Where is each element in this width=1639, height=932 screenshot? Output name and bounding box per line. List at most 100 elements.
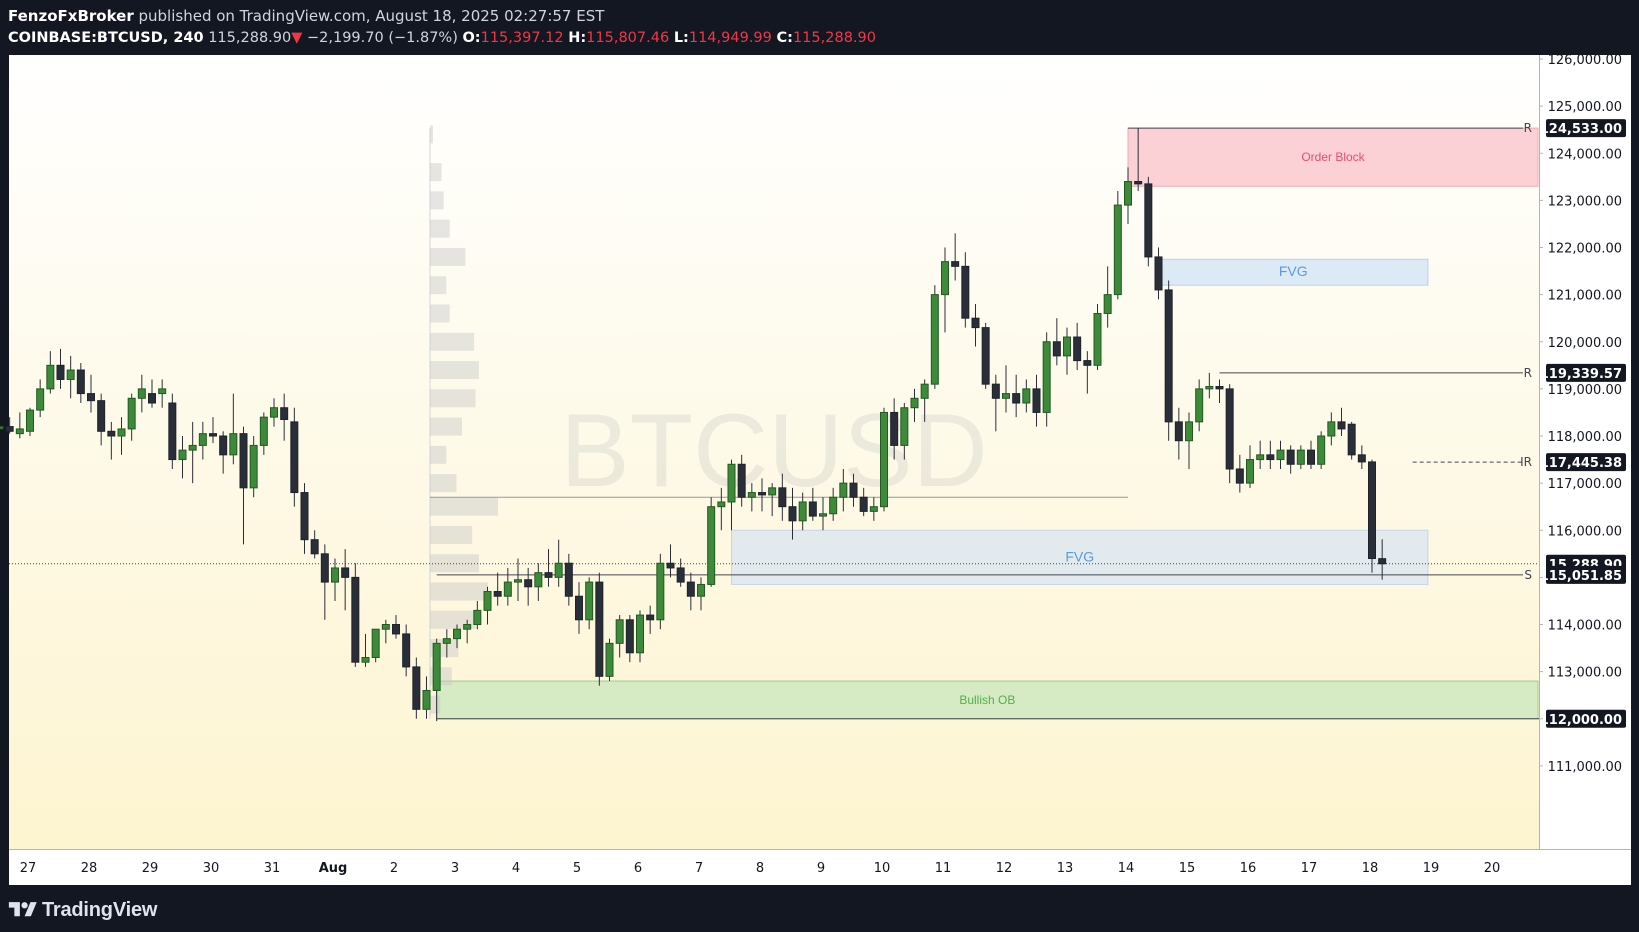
symbol-label[interactable]: COINBASE:BTCUSD, 240 <box>8 30 204 46</box>
volume-profile-bar[interactable] <box>430 389 476 408</box>
candle[interactable] <box>1032 374 1041 427</box>
candle[interactable] <box>808 487 817 521</box>
candle[interactable] <box>1063 327 1071 375</box>
candle[interactable] <box>219 431 228 474</box>
candle[interactable] <box>442 629 451 658</box>
candle[interactable] <box>371 628 380 663</box>
volume-profile-bar[interactable] <box>430 191 444 210</box>
candle[interactable] <box>310 530 319 559</box>
candle[interactable] <box>1083 351 1092 394</box>
candle[interactable] <box>249 436 258 498</box>
candle[interactable] <box>1042 332 1051 427</box>
zone-box[interactable] <box>1158 258 1429 286</box>
candle[interactable] <box>910 388 919 422</box>
candle[interactable] <box>1225 384 1234 484</box>
candle[interactable] <box>666 544 675 578</box>
candle[interactable] <box>76 362 85 404</box>
candle[interactable] <box>615 615 624 658</box>
candle[interactable] <box>1205 372 1214 399</box>
volume-profile-bar[interactable] <box>430 525 473 544</box>
candle[interactable] <box>941 247 949 333</box>
candle[interactable] <box>747 483 756 512</box>
candle[interactable] <box>5 417 14 434</box>
candle[interactable] <box>1327 412 1336 446</box>
candle[interactable] <box>605 638 614 682</box>
candle[interactable] <box>46 351 55 394</box>
candle[interactable] <box>341 549 350 611</box>
candle[interactable] <box>564 553 573 606</box>
candle[interactable] <box>1124 167 1132 224</box>
candle[interactable] <box>890 398 899 460</box>
candle[interactable] <box>585 577 594 630</box>
candle[interactable] <box>758 478 766 512</box>
candle[interactable] <box>158 379 167 408</box>
candle[interactable] <box>656 553 665 630</box>
candle[interactable] <box>1164 280 1173 441</box>
candle[interactable] <box>1347 421 1356 460</box>
candle[interactable] <box>859 487 868 517</box>
candle[interactable] <box>198 421 207 460</box>
candle[interactable] <box>727 459 736 531</box>
candle[interactable] <box>524 567 533 606</box>
candle[interactable] <box>1276 440 1285 469</box>
candle[interactable] <box>1185 412 1193 469</box>
candle[interactable] <box>595 572 604 686</box>
candle[interactable] <box>951 233 960 281</box>
candle[interactable] <box>320 544 329 620</box>
candle[interactable] <box>1012 374 1021 418</box>
author-name[interactable]: FenzoFxBroker <box>8 7 134 25</box>
candle[interactable] <box>920 379 929 422</box>
candle[interactable] <box>961 252 970 328</box>
volume-profile-bar[interactable] <box>430 332 475 351</box>
candle[interactable] <box>87 374 95 413</box>
candle[interactable] <box>971 304 980 347</box>
candle[interactable] <box>697 577 705 611</box>
candle[interactable] <box>1073 322 1082 371</box>
volume-profile-bar[interactable] <box>430 304 450 323</box>
candle[interactable] <box>259 412 268 455</box>
candle[interactable] <box>1154 247 1163 300</box>
candle[interactable] <box>1103 266 1112 328</box>
candle[interactable] <box>36 379 45 418</box>
candle[interactable] <box>737 454 746 507</box>
candle[interactable] <box>117 417 126 455</box>
candle[interactable] <box>402 624 411 677</box>
candle[interactable] <box>1286 445 1295 474</box>
candle[interactable] <box>869 497 878 521</box>
price-axis[interactable] <box>1540 55 1631 849</box>
candle[interactable] <box>1368 459 1376 573</box>
candle[interactable] <box>1296 445 1305 469</box>
candle[interactable] <box>1174 407 1183 460</box>
candle[interactable] <box>137 374 146 413</box>
candle[interactable] <box>15 412 24 439</box>
candle[interactable] <box>900 403 909 460</box>
candle[interactable] <box>432 638 441 722</box>
candle[interactable] <box>534 563 543 601</box>
candle[interactable] <box>829 487 838 521</box>
volume-profile-bar[interactable] <box>430 554 479 573</box>
candle[interactable] <box>707 497 716 587</box>
candle[interactable] <box>483 586 492 625</box>
candle[interactable] <box>839 468 848 512</box>
candle[interactable] <box>412 657 421 719</box>
candle[interactable] <box>819 497 827 531</box>
candle[interactable] <box>392 615 400 639</box>
candle[interactable] <box>1144 176 1153 267</box>
candle[interactable] <box>1052 318 1061 366</box>
candle[interactable] <box>1378 539 1387 580</box>
candle[interactable] <box>300 483 309 554</box>
candle[interactable] <box>168 393 177 469</box>
candle[interactable] <box>676 558 685 587</box>
candle[interactable] <box>1002 365 1010 413</box>
volume-profile-bar[interactable] <box>430 582 488 601</box>
candle[interactable] <box>351 563 360 667</box>
candle[interactable] <box>361 633 370 667</box>
volume-profile-bar[interactable] <box>430 695 441 714</box>
candle[interactable] <box>56 348 65 389</box>
candle[interactable] <box>849 473 858 507</box>
candle[interactable] <box>930 285 939 389</box>
candle[interactable] <box>991 374 1000 432</box>
candle[interactable] <box>981 322 990 389</box>
candle[interactable] <box>1307 440 1315 469</box>
